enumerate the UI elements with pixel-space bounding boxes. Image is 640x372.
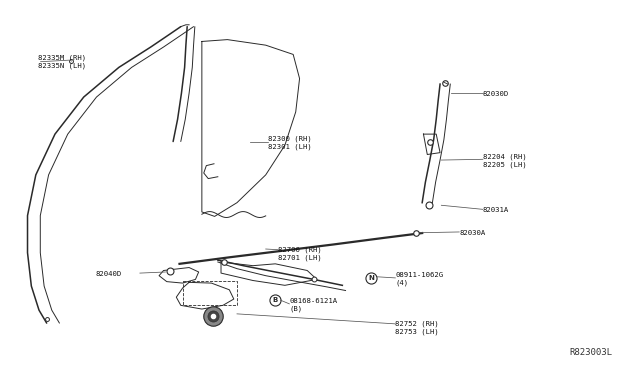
Text: 82335M (RH)
82335N (LH): 82335M (RH) 82335N (LH) — [38, 55, 86, 69]
Text: 82204 (RH)
82205 (LH): 82204 (RH) 82205 (LH) — [483, 154, 527, 168]
Text: 82752 (RH)
82753 (LH): 82752 (RH) 82753 (LH) — [396, 320, 439, 335]
Text: 82040D: 82040D — [95, 271, 122, 277]
Text: 82300 (RH)
82301 (LH): 82300 (RH) 82301 (LH) — [268, 135, 312, 150]
Text: N: N — [368, 275, 374, 281]
Text: 08168-6121A
(B): 08168-6121A (B) — [289, 298, 337, 312]
Text: B: B — [273, 297, 278, 303]
Text: 08911-1062G
(4): 08911-1062G (4) — [396, 272, 444, 286]
Text: 82030D: 82030D — [483, 91, 509, 97]
Text: 82030A: 82030A — [460, 230, 486, 236]
Text: R823003L: R823003L — [570, 348, 612, 357]
Text: 82700 (RH)
82701 (LH): 82700 (RH) 82701 (LH) — [278, 246, 323, 261]
Text: 82031A: 82031A — [483, 207, 509, 213]
